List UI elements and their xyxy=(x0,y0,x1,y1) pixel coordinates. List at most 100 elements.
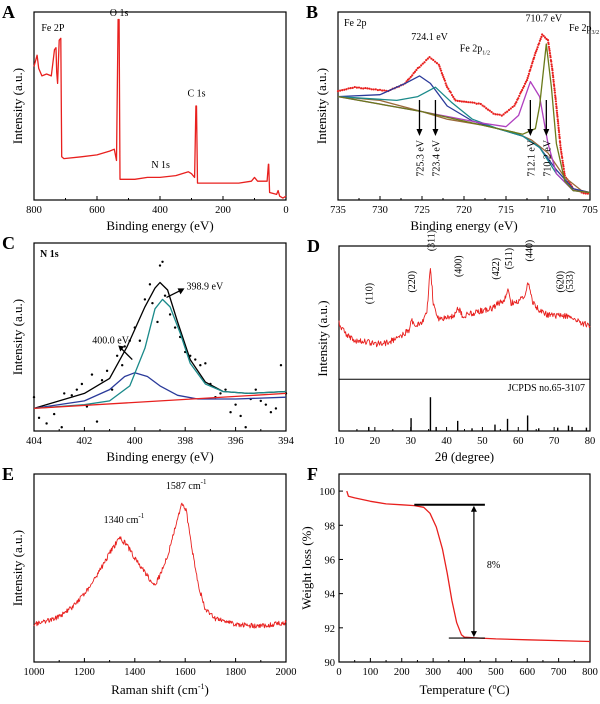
x-tick-label: 80 xyxy=(585,436,596,447)
data-point xyxy=(423,61,425,63)
panel-a: A800 600 400 200 0Binding energy (eV)Intensi… xyxy=(2,2,289,233)
data-point xyxy=(542,35,544,37)
data-point xyxy=(555,98,557,100)
x-tick-label: 200 xyxy=(394,667,410,678)
data-point xyxy=(560,153,562,155)
data-point xyxy=(373,88,375,90)
data-point xyxy=(459,100,461,102)
peak-label: 400.0 eV xyxy=(92,336,129,347)
data-point xyxy=(556,110,558,112)
data-point xyxy=(436,62,438,64)
y-tick-label: 90 xyxy=(325,658,336,669)
data-point xyxy=(219,392,221,394)
data-point xyxy=(428,56,430,58)
data-point xyxy=(45,422,47,424)
peak-label: N 1s xyxy=(151,160,170,171)
data-point xyxy=(224,388,226,390)
data-point xyxy=(463,100,465,102)
x-tick-label: 1000 xyxy=(24,667,45,678)
x-tick-label: 735 xyxy=(330,205,346,216)
x-tick-label: 50 xyxy=(477,436,488,447)
data-point xyxy=(101,379,103,381)
x-tick-label: 700 xyxy=(551,667,567,678)
data-point xyxy=(556,107,558,109)
data-point xyxy=(549,56,551,58)
x-tick-label: 2000 xyxy=(276,667,297,678)
data-point xyxy=(527,77,529,79)
data-point xyxy=(558,134,560,136)
y-axis-title: Intensity (a.u.) xyxy=(315,300,330,376)
y-axis-title: Weight loss (%) xyxy=(299,526,314,609)
data-point xyxy=(554,96,556,98)
data-point xyxy=(461,100,463,102)
data-point xyxy=(469,101,471,103)
x-tick-label: 400 xyxy=(127,436,143,447)
data-point xyxy=(558,131,560,133)
data-point xyxy=(455,99,457,101)
x-axis-title: Temperature (oC) xyxy=(419,682,509,697)
arrow-head-icon xyxy=(416,129,422,136)
data-point xyxy=(471,101,473,103)
data-point xyxy=(341,89,343,91)
data-point xyxy=(76,388,78,390)
data-point xyxy=(547,39,549,41)
data-point xyxy=(556,116,558,118)
data-point xyxy=(532,60,534,62)
data-point xyxy=(199,364,201,366)
data-point xyxy=(552,72,554,74)
x-tick-label: 400 xyxy=(152,205,168,216)
panel-e: E1000 1200 1400 1600 1800 2000Raman shift (cm… xyxy=(2,464,297,697)
data-point xyxy=(430,58,432,60)
data-point xyxy=(345,88,347,90)
data-point xyxy=(555,103,557,105)
data-point xyxy=(450,91,452,93)
data-point xyxy=(366,87,368,89)
panel-b: B735 730 725 720 715 710 705Binding energy (eV… xyxy=(306,2,599,233)
data-point xyxy=(260,400,262,402)
data-point xyxy=(497,113,499,115)
x-tick-label: 705 xyxy=(582,205,598,216)
data-point xyxy=(411,74,413,76)
data-point xyxy=(550,61,552,63)
data-point xyxy=(518,95,520,97)
data-point xyxy=(554,92,556,94)
data-point xyxy=(513,105,515,107)
y-tick-label: 96 xyxy=(325,555,336,566)
peak-label: O 1s xyxy=(110,8,129,19)
component-label: 725.3 eV xyxy=(415,139,426,176)
data-point xyxy=(560,147,562,149)
data-point xyxy=(557,122,559,124)
data-point xyxy=(563,168,565,170)
data-point xyxy=(381,89,383,91)
peak-label: C 1s xyxy=(188,89,206,100)
data-point xyxy=(432,59,434,61)
x-tick-label: 394 xyxy=(278,436,295,447)
data-point xyxy=(559,137,561,139)
x-axis-title: 2θ (degree) xyxy=(435,449,494,464)
data-point xyxy=(438,65,440,67)
data-point xyxy=(553,87,555,89)
data-point xyxy=(194,358,196,360)
data-point xyxy=(511,106,513,108)
data-point xyxy=(425,59,427,61)
data-point xyxy=(551,65,553,67)
data-point xyxy=(524,83,526,85)
miller-index-label: (511) xyxy=(504,248,515,269)
miller-index-label: (311) xyxy=(426,230,437,251)
data-point xyxy=(549,52,551,54)
data-point xyxy=(174,326,176,328)
data-point xyxy=(415,69,417,71)
x-tick-label: 0 xyxy=(336,667,341,678)
x-tick-label: 1200 xyxy=(74,667,95,678)
y-tick-label: 100 xyxy=(319,487,335,498)
data-point xyxy=(550,63,552,65)
plot-frame xyxy=(34,12,286,200)
x-axis-title: Raman shift (cm-1) xyxy=(111,682,209,697)
panel-label: B xyxy=(306,2,318,22)
data-point xyxy=(422,63,424,65)
arrow-head-down-icon xyxy=(471,631,477,637)
x-tick-label: 40 xyxy=(441,436,452,447)
data-point xyxy=(377,89,379,91)
data-point xyxy=(489,110,491,112)
data-point xyxy=(552,76,554,78)
